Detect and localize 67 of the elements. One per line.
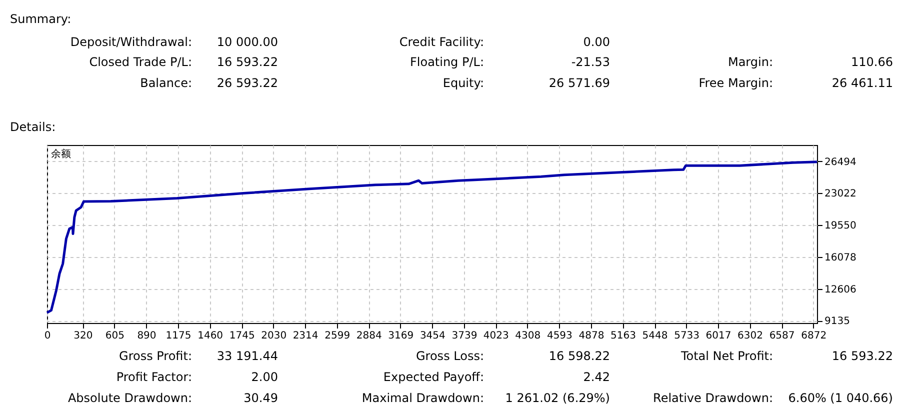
- x-tick-label: 3739: [452, 330, 478, 342]
- text: Absolute Drawdown:: [68, 391, 192, 405]
- text: 33 191.44: [216, 349, 278, 363]
- text: 1 261.02 (6.29%): [505, 391, 610, 405]
- x-tick-label: 5448: [642, 330, 668, 342]
- text: 26 461.11: [832, 76, 893, 90]
- x-tick-label: 320: [74, 330, 93, 342]
- text: 10 000.00: [216, 35, 278, 49]
- y-tick-label: 19550: [824, 220, 856, 232]
- text: 16 593.22: [216, 55, 278, 69]
- text: 16 598.22: [548, 349, 610, 363]
- x-tick-label: 2599: [324, 330, 350, 342]
- text: Summary:: [10, 12, 72, 26]
- text: 0.00: [583, 35, 610, 49]
- x-tick-label: 3169: [388, 330, 414, 342]
- text: Floating P/L:: [410, 55, 484, 69]
- x-tick-label: 3454: [420, 330, 446, 342]
- x-tick-label: 5733: [674, 330, 700, 342]
- x-tick-label: 2314: [292, 330, 318, 342]
- text: Gross Profit:: [119, 349, 192, 363]
- text: Margin:: [728, 55, 773, 69]
- text: 余额: [51, 148, 71, 160]
- text: Credit Facility:: [399, 35, 484, 49]
- x-tick-label: 4593: [546, 330, 572, 342]
- text: 26 593.22: [216, 76, 278, 90]
- text: Profit Factor:: [116, 370, 192, 384]
- x-tick-label: 2030: [261, 330, 287, 342]
- text: 26 571.69: [548, 76, 610, 90]
- text: Balance:: [140, 76, 192, 90]
- x-tick-label: 5163: [610, 330, 636, 342]
- x-tick-label: 6017: [706, 330, 732, 342]
- y-tick-label: 16078: [824, 252, 856, 264]
- text: 110.66: [851, 55, 893, 69]
- text: Free Margin:: [698, 76, 773, 90]
- y-tick-label: 23022: [824, 188, 856, 200]
- text: Expected Payoff:: [383, 370, 484, 384]
- text: Details:: [10, 120, 56, 134]
- y-tick-label: 26494: [824, 156, 856, 168]
- text: -21.53: [571, 55, 610, 69]
- x-tick-label: 0: [44, 330, 51, 342]
- y-tick-label: 12606: [824, 284, 856, 296]
- x-tick-label: 4023: [483, 330, 509, 342]
- text: 30.49: [244, 391, 278, 405]
- line-series: [46, 160, 818, 314]
- x-tick-label: 6872: [801, 330, 827, 342]
- x-tick-label: 890: [137, 330, 156, 342]
- x-tick-label: 6587: [769, 330, 795, 342]
- text: Equity:: [442, 76, 484, 90]
- text: Closed Trade P/L:: [89, 55, 192, 69]
- text: 2.00: [251, 370, 278, 384]
- x-tick-label: 4878: [578, 330, 604, 342]
- text: 2.42: [583, 370, 610, 384]
- text: Relative Drawdown:: [653, 391, 773, 405]
- text: 6.60% (1 040.66): [788, 391, 893, 405]
- text: Maximal Drawdown:: [362, 391, 484, 405]
- x-tick-label: 1460: [198, 330, 224, 342]
- x-tick-label: 4308: [515, 330, 541, 342]
- text: 16 593.22: [832, 349, 893, 363]
- x-tick-label: 605: [105, 330, 125, 342]
- x-tick-label: 1175: [166, 330, 192, 342]
- x-tick-label: 2884: [356, 330, 382, 342]
- text: Gross Loss:: [416, 349, 484, 363]
- text: Deposit/Withdrawal:: [70, 35, 192, 49]
- x-tick-label: 1745: [229, 330, 255, 342]
- y-tick-label: 9135: [824, 316, 850, 328]
- text: Total Net Profit:: [680, 349, 773, 363]
- x-tick-label: 6302: [738, 330, 763, 342]
